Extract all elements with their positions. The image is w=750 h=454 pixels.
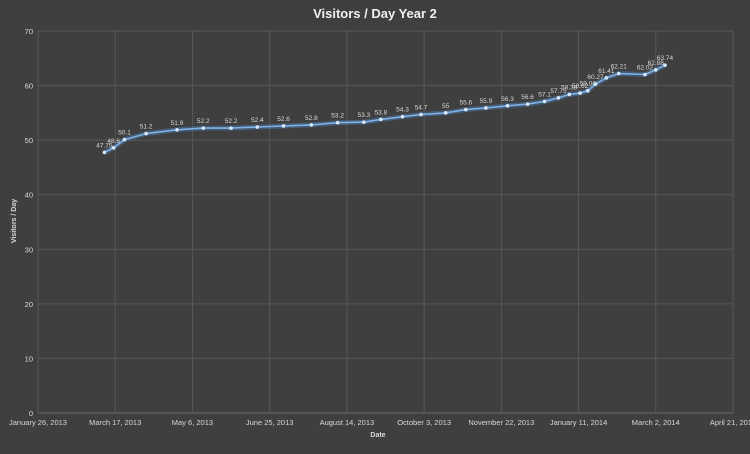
data-label: 61.41 <box>598 68 615 75</box>
data-label: 53.8 <box>375 109 388 116</box>
data-label: 57.75 <box>550 88 567 95</box>
data-label: 51.9 <box>171 120 184 127</box>
x-tick-label: October 3, 2013 <box>397 418 451 427</box>
y-axis-ticks: 0 10 20 30 40 50 60 70 <box>25 27 33 418</box>
data-label: 56.3 <box>501 96 514 103</box>
data-label: 52.4 <box>251 117 264 124</box>
x-tick-label: March 17, 2013 <box>89 418 141 427</box>
data-point <box>604 76 609 80</box>
data-point <box>653 68 658 72</box>
y-tick-label: 40 <box>25 191 33 200</box>
data-label: 52.2 <box>225 118 238 125</box>
x-axis-ticks: January 26, 2013 March 17, 2013 May 6, 201… <box>9 418 750 427</box>
x-tick-label: May 6, 2013 <box>172 418 213 427</box>
y-tick-label: 10 <box>25 354 33 363</box>
x-tick-label: June 25, 2013 <box>246 418 294 427</box>
data-label: 53.3 <box>358 112 371 119</box>
data-point <box>525 102 530 106</box>
data-point <box>443 111 448 115</box>
data-point <box>663 63 667 67</box>
data-point <box>616 71 621 76</box>
data-label: 48.6 <box>107 138 120 145</box>
data-point <box>309 123 314 127</box>
x-tick-label: January 11, 2014 <box>550 418 607 427</box>
data-point <box>505 103 510 108</box>
y-axis-title: Visitors / Day <box>11 199 18 243</box>
data-point <box>464 107 468 112</box>
y-tick-label: 70 <box>25 27 33 36</box>
data-label: 57.1 <box>538 91 551 98</box>
data-label: 59.06 <box>580 81 597 88</box>
data-point <box>593 82 598 86</box>
y-tick-label: 20 <box>25 300 33 309</box>
y-tick-label: 30 <box>25 245 33 254</box>
data-point <box>400 114 405 119</box>
x-tick-label: April 21, 2014 <box>710 418 750 427</box>
data-label: 60.27 <box>587 74 604 81</box>
series-line-group <box>102 62 667 155</box>
data-point <box>567 92 572 97</box>
data-label: 62.88 <box>648 60 665 67</box>
data-point <box>379 117 383 122</box>
data-point <box>556 96 561 100</box>
data-point <box>643 72 647 77</box>
data-point <box>419 112 423 117</box>
y-tick-label: 0 <box>29 409 33 418</box>
data-point <box>175 127 179 132</box>
y-tick-label: 60 <box>25 82 33 91</box>
data-point <box>229 126 233 130</box>
data-point <box>335 120 340 125</box>
data-label: 50.1 <box>118 130 131 137</box>
data-label: 47.75 <box>96 142 113 149</box>
data-label: 53.2 <box>331 113 344 120</box>
x-tick-label: November 22, 2013 <box>468 418 534 427</box>
data-point <box>281 124 286 128</box>
data-point <box>542 99 547 104</box>
data-label: 56.6 <box>521 94 534 101</box>
x-axis-title: Date <box>370 432 385 439</box>
data-label: 55 <box>442 103 450 110</box>
x-tick-label: March 2, 2014 <box>632 418 680 427</box>
gridlines <box>37 30 734 414</box>
data-label: 62.02 <box>637 65 654 72</box>
data-point <box>201 126 206 130</box>
data-label: 62.21 <box>611 64 628 71</box>
data-label: 52.2 <box>197 118 210 125</box>
chart-title: Visitors / Day Year 2 <box>313 6 437 21</box>
data-label: 55.6 <box>459 100 472 107</box>
data-point <box>586 88 590 93</box>
data-label: 63.74 <box>657 55 674 62</box>
data-label: 52.8 <box>305 115 318 122</box>
data-point <box>102 150 107 155</box>
data-point <box>484 106 488 110</box>
data-label: 52.6 <box>277 116 290 123</box>
data-point <box>111 145 116 150</box>
x-tick-label: August 14, 2013 <box>320 418 375 427</box>
data-label: 58.38 <box>561 84 578 91</box>
data-point <box>362 120 366 124</box>
data-point <box>578 91 582 95</box>
data-label: 54.7 <box>415 104 428 111</box>
data-point <box>122 137 127 142</box>
y-tick-label: 50 <box>25 136 33 145</box>
data-point <box>255 125 260 129</box>
data-label: 54.3 <box>396 107 409 114</box>
data-point <box>144 131 148 136</box>
data-label: 55.9 <box>480 98 493 105</box>
x-tick-label: January 26, 2013 <box>9 418 67 427</box>
data-label: 58.62 <box>572 83 589 90</box>
data-label: 51.2 <box>140 124 153 131</box>
